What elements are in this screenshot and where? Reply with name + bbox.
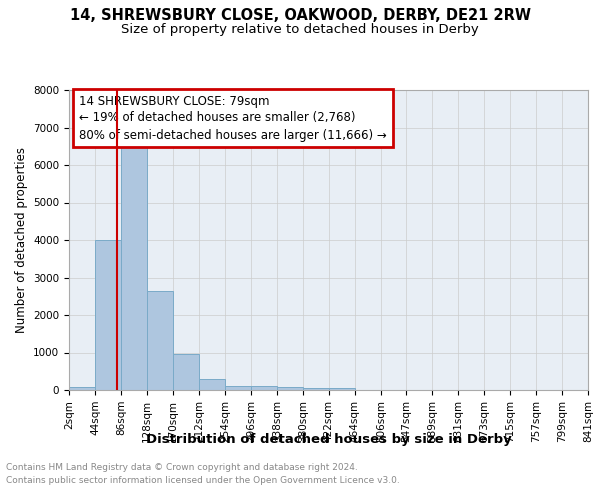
Bar — [173, 354, 199, 390]
Y-axis label: Number of detached properties: Number of detached properties — [14, 147, 28, 333]
Bar — [303, 388, 329, 390]
Bar — [277, 388, 303, 390]
Bar — [121, 142, 147, 390]
Bar — [199, 379, 225, 390]
Text: 14 SHREWSBURY CLOSE: 79sqm
← 19% of detached houses are smaller (2,768)
80% of s: 14 SHREWSBURY CLOSE: 79sqm ← 19% of deta… — [79, 94, 387, 142]
Bar — [147, 290, 173, 390]
Text: Contains HM Land Registry data © Crown copyright and database right 2024.: Contains HM Land Registry data © Crown c… — [6, 464, 358, 472]
Bar — [251, 386, 277, 390]
Text: 14, SHREWSBURY CLOSE, OAKWOOD, DERBY, DE21 2RW: 14, SHREWSBURY CLOSE, OAKWOOD, DERBY, DE… — [70, 8, 530, 22]
Text: Distribution of detached houses by size in Derby: Distribution of detached houses by size … — [146, 432, 512, 446]
Text: Size of property relative to detached houses in Derby: Size of property relative to detached ho… — [121, 22, 479, 36]
Bar — [225, 386, 251, 390]
Bar — [329, 388, 355, 390]
Bar — [95, 240, 121, 390]
Bar — [69, 388, 95, 390]
Text: Contains public sector information licensed under the Open Government Licence v3: Contains public sector information licen… — [6, 476, 400, 485]
